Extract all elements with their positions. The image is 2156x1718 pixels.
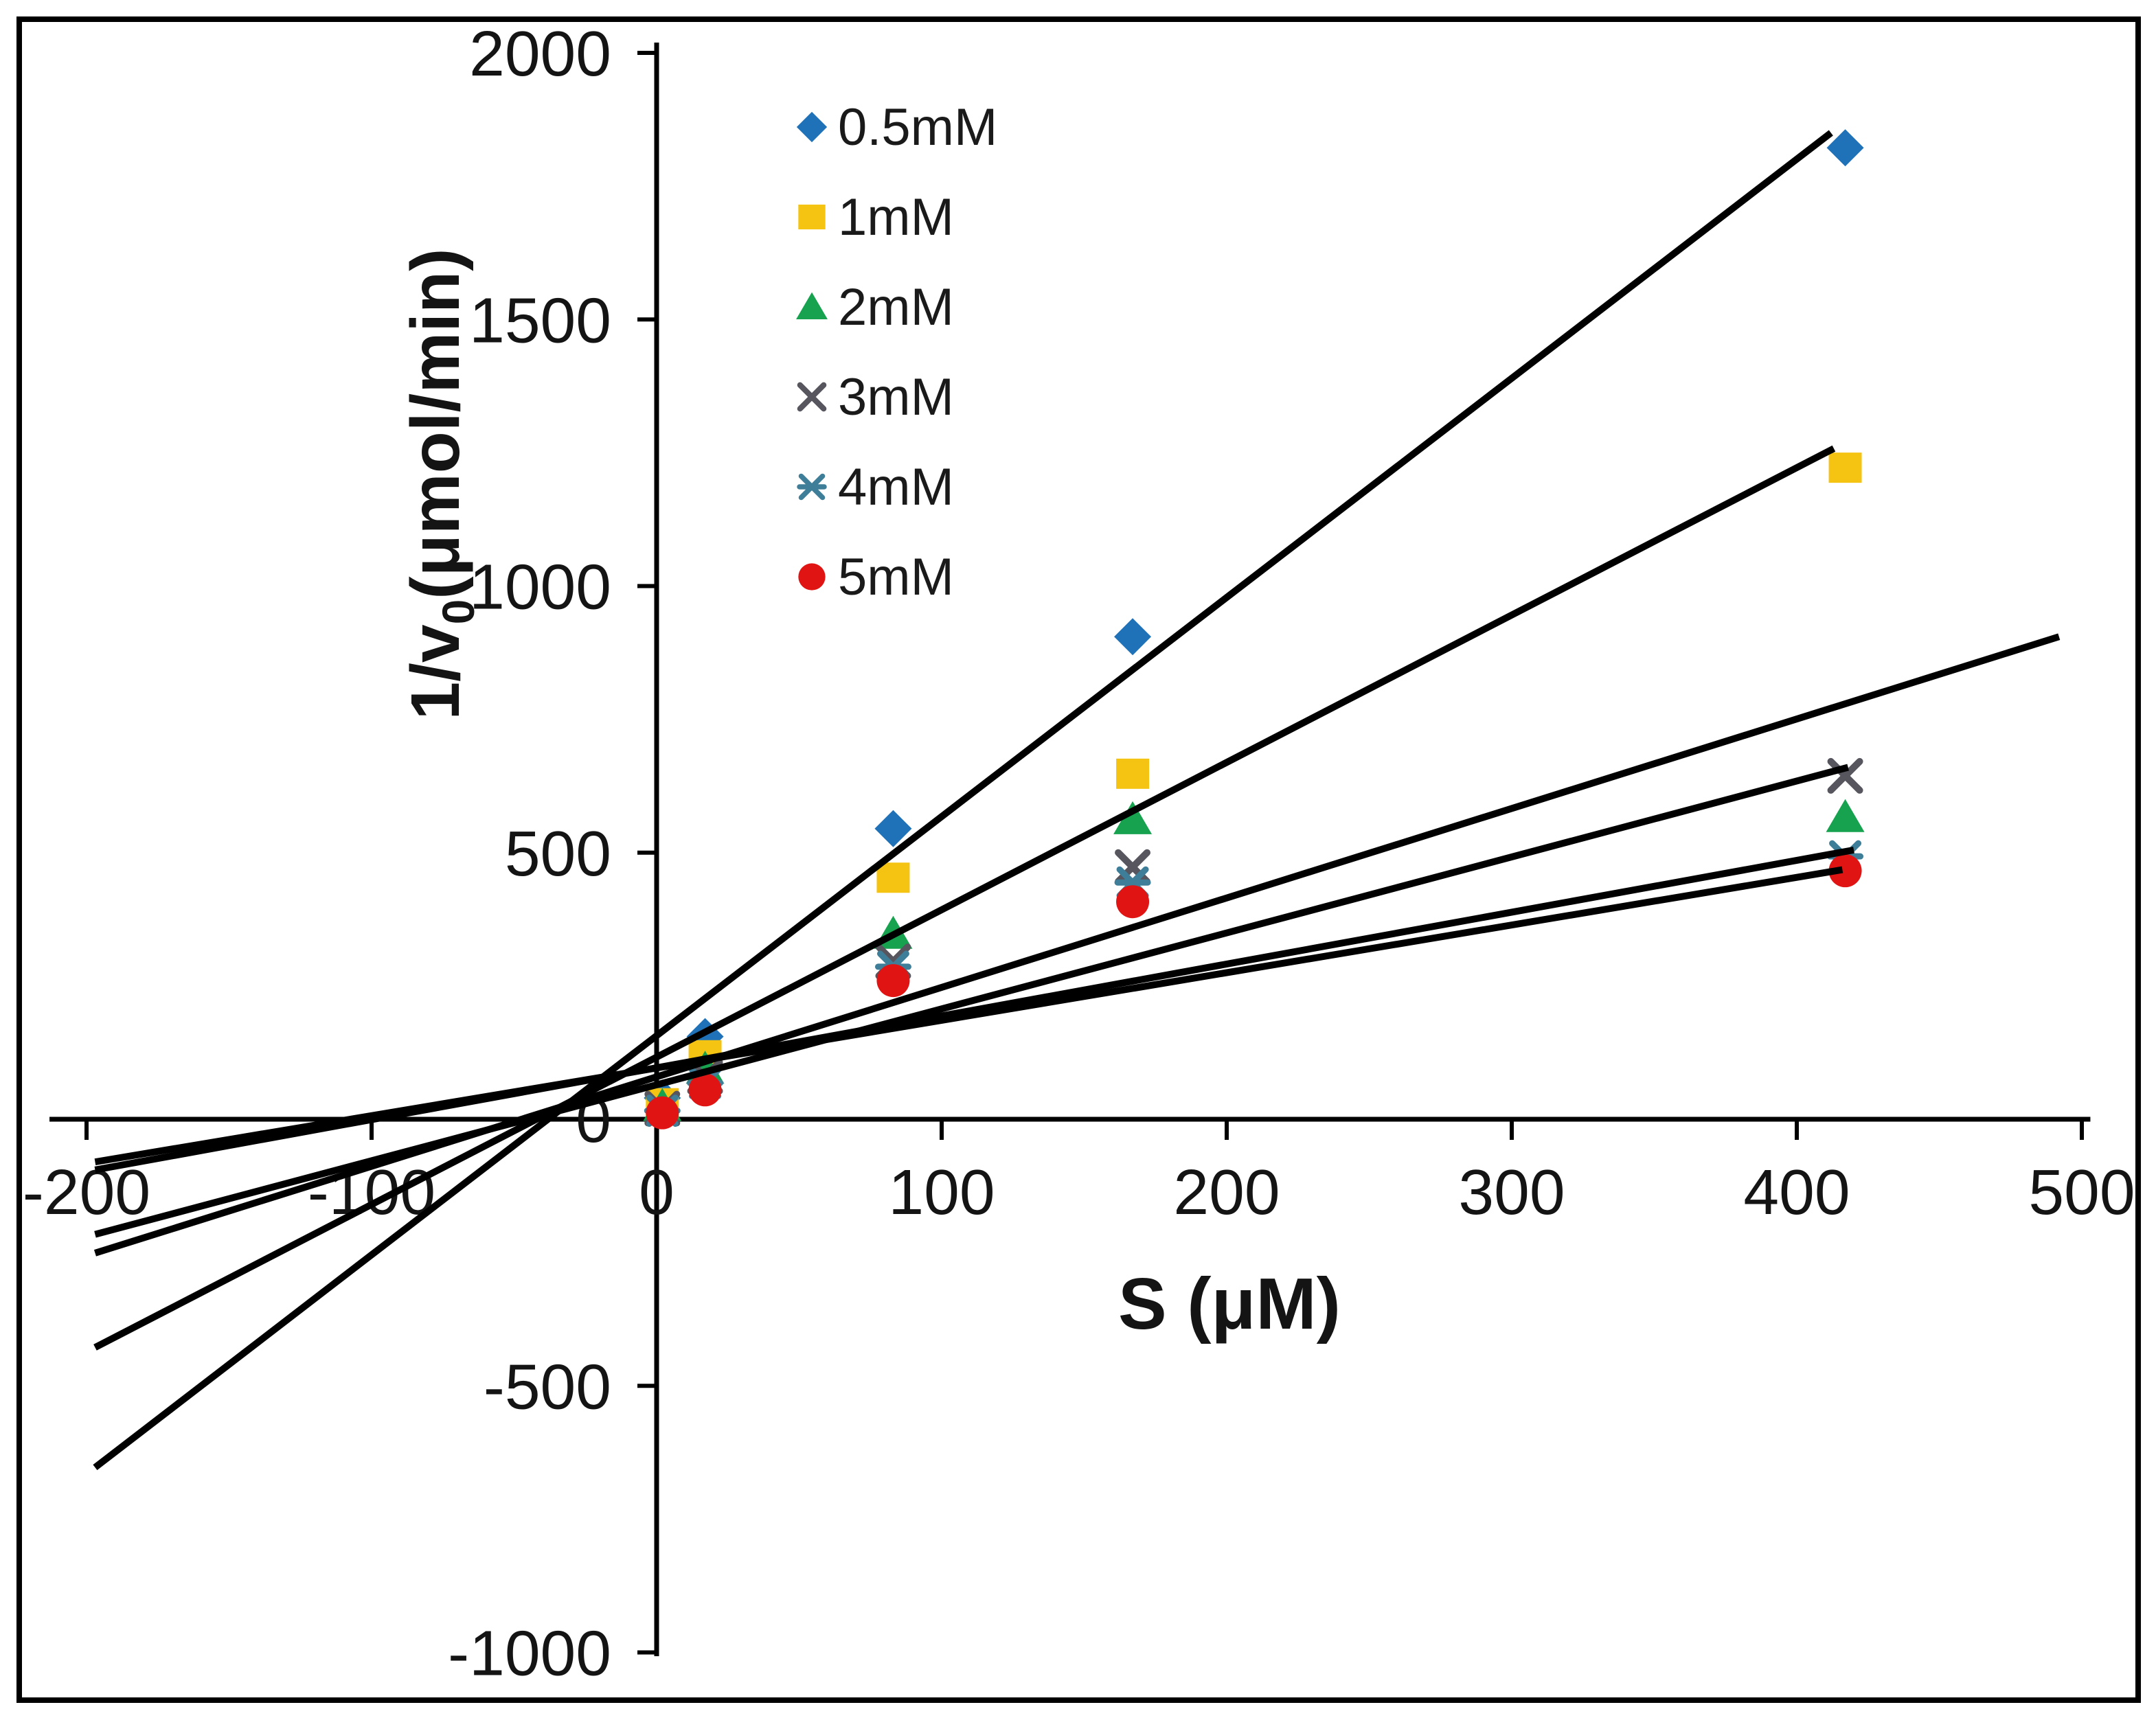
legend: 0.5mM 1mM 2mM 3mM 4mM 5mM	[796, 98, 997, 606]
regression-line	[94, 846, 1854, 1173]
x-tick-label: 100	[888, 1156, 995, 1228]
y-tick-label: 1500	[469, 284, 611, 356]
regression-lines	[93, 130, 2061, 1471]
data-point	[688, 1073, 722, 1107]
legend-item-1mM: 1mM	[798, 188, 954, 247]
legend-label: 3mM	[838, 368, 954, 426]
x-tick-label: 500	[2028, 1156, 2135, 1228]
y-tick-label: -1000	[448, 1618, 611, 1689]
legend-item-5mM: 5mM	[798, 548, 954, 606]
legend-item-2mM: 2mM	[796, 278, 954, 336]
data-point	[1826, 799, 1865, 832]
diamond-legend-icon	[796, 111, 828, 143]
data-point	[876, 964, 910, 998]
y-tick-label: 2000	[469, 18, 611, 89]
series-1mM	[646, 453, 1862, 1119]
regression-line	[94, 764, 1849, 1238]
x-tick-label: -200	[23, 1156, 150, 1228]
series-5mM	[646, 854, 1862, 1130]
legend-item-4mM: 4mM	[797, 458, 954, 516]
y-tick-label: -500	[484, 1351, 611, 1422]
data-point	[646, 1096, 679, 1130]
regression-line	[94, 866, 1843, 1166]
square-legend-icon	[798, 204, 826, 230]
regression-line	[93, 130, 1833, 1471]
data-point	[1115, 849, 1151, 885]
x-tick-label: 0	[639, 1156, 674, 1228]
legend-item-3mM: 3mM	[797, 368, 954, 426]
data-point	[874, 810, 912, 847]
legend-label: 0.5mM	[838, 98, 997, 157]
figure-border	[16, 16, 2141, 1703]
data-points	[643, 129, 1865, 1130]
x-tick-label: 200	[1173, 1156, 1280, 1228]
data-point	[1116, 758, 1150, 789]
circle-legend-icon	[798, 563, 826, 591]
legend-label: 4mM	[838, 458, 954, 516]
legend-label: 2mM	[838, 278, 954, 336]
legend-label: 5mM	[838, 548, 954, 606]
data-point	[1116, 885, 1150, 919]
x-legend-icon	[797, 382, 827, 412]
y-axis-title: 1/v0(μmol/min)	[397, 249, 484, 720]
x-tick-label: 300	[1458, 1156, 1565, 1228]
data-point	[1827, 757, 1863, 794]
data-point	[1114, 618, 1152, 656]
series-4mM	[644, 840, 1864, 1127]
data-point	[1826, 129, 1864, 167]
y-tick-label: 1000	[469, 551, 611, 623]
regression-line	[93, 445, 1836, 1351]
data-point	[1828, 854, 1862, 888]
y-tick-label: 500	[505, 818, 611, 889]
asterisk-legend-icon	[797, 473, 827, 501]
x-axis-title: S (μM)	[1118, 1263, 1341, 1344]
legend-label: 1mM	[838, 188, 954, 247]
triangle-legend-icon	[796, 292, 828, 320]
data-point	[1828, 453, 1862, 483]
data-point	[876, 862, 910, 893]
data-point	[1113, 801, 1153, 834]
legend-item-0.5mM: 0.5mM	[796, 98, 997, 157]
x-tick-label: 400	[1743, 1156, 1850, 1228]
